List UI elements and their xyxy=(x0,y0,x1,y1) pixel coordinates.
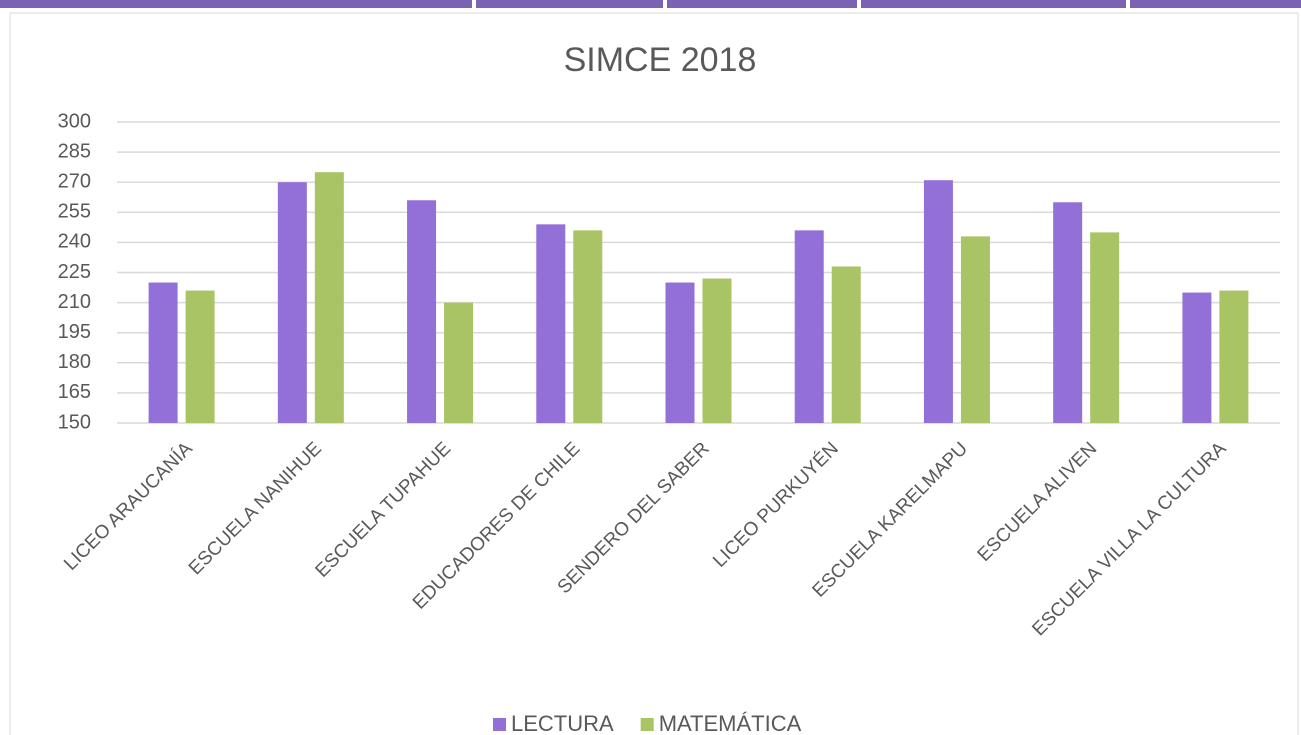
x-tick-label: LICEO ARAUCANÍA xyxy=(60,438,197,575)
bar xyxy=(536,224,566,423)
legend-swatch xyxy=(493,718,506,731)
header-cell xyxy=(861,0,1126,8)
legend-swatch xyxy=(640,718,654,731)
bar xyxy=(573,230,603,423)
y-tick-label: 165 xyxy=(58,381,91,403)
legend-label: LECTURA xyxy=(511,711,614,735)
y-tick-label: 240 xyxy=(58,231,91,253)
y-tick-label: 210 xyxy=(58,291,91,313)
bar xyxy=(148,282,178,423)
chart-title: SIMCE 2018 xyxy=(564,41,757,79)
y-tick-label: 180 xyxy=(58,351,91,373)
bar xyxy=(1090,232,1120,423)
header-cell xyxy=(1130,0,1301,8)
x-tick-label: ESCUELA TUPAHUE xyxy=(312,438,456,582)
bar xyxy=(444,302,474,423)
bar xyxy=(1053,202,1083,423)
bar xyxy=(923,180,953,423)
x-tick-label: ESCUELA ALIVEN xyxy=(974,438,1102,566)
y-tick-label: 285 xyxy=(58,140,91,162)
bar xyxy=(407,200,437,423)
bar xyxy=(314,172,344,423)
bar xyxy=(1182,292,1212,423)
x-tick-label: LICEO PURKUYÉN xyxy=(709,438,843,572)
header-cell xyxy=(476,0,663,8)
header-cell xyxy=(0,0,472,8)
x-tick-label: ESCUELA NANIHUE xyxy=(185,438,326,579)
header-strip xyxy=(0,0,1301,8)
legend-label: MATEMÁTICA xyxy=(659,711,802,735)
chart-border xyxy=(9,12,1299,735)
bar xyxy=(277,182,307,423)
y-tick-label: 270 xyxy=(58,170,91,192)
bar xyxy=(960,236,990,423)
y-tick-label: 150 xyxy=(58,411,91,433)
bar xyxy=(185,290,215,423)
y-tick-label: 225 xyxy=(58,261,91,283)
y-tick-label: 255 xyxy=(58,201,91,223)
bar xyxy=(831,266,861,423)
x-tick-label: SENDERO DEL SABER xyxy=(554,438,714,598)
bar xyxy=(1219,290,1249,423)
bar xyxy=(702,278,732,423)
y-tick-label: 195 xyxy=(58,321,91,343)
bar xyxy=(665,282,695,423)
header-cell xyxy=(667,0,857,8)
y-tick-label: 300 xyxy=(58,110,91,132)
bar xyxy=(794,230,824,423)
